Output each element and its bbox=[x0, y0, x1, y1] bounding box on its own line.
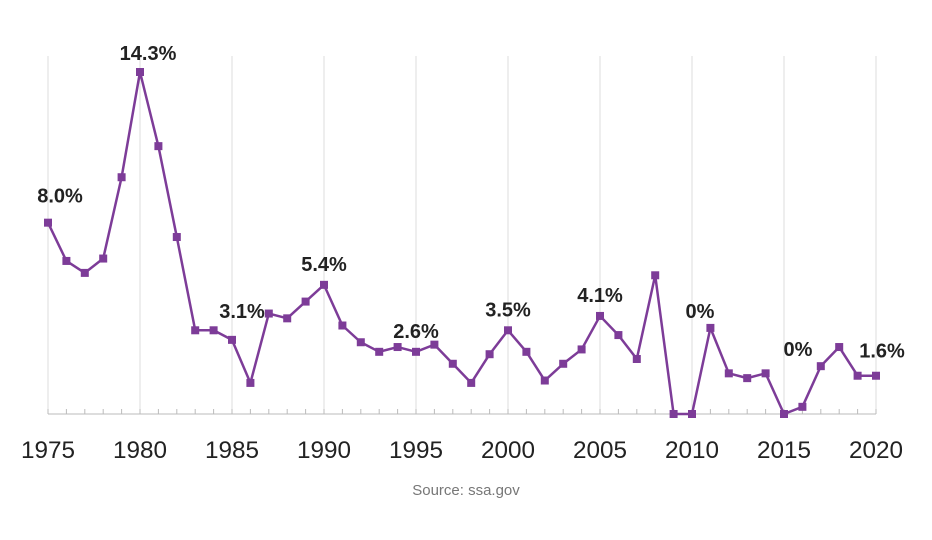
data-point-1999 bbox=[485, 350, 494, 359]
data-point-2013 bbox=[743, 374, 752, 383]
x-tick-label-2005: 2005 bbox=[573, 437, 627, 464]
point-label-2015: 0% bbox=[784, 339, 813, 361]
data-point-1985 bbox=[228, 335, 236, 344]
series-line-0 bbox=[46, 70, 876, 416]
data-point-1992 bbox=[356, 338, 365, 347]
x-tick-label-1990: 1990 bbox=[297, 437, 351, 464]
data-point-2018 bbox=[835, 343, 844, 352]
data-point-1989 bbox=[301, 297, 310, 306]
x-tick-label-1975: 1975 bbox=[21, 437, 75, 464]
x-tick-label-2000: 2000 bbox=[481, 437, 535, 464]
data-point-1975 bbox=[44, 218, 52, 227]
data-point-1986 bbox=[246, 378, 255, 387]
data-point-1984 bbox=[209, 326, 218, 335]
data-point-1980 bbox=[136, 68, 144, 76]
point-label-2020: 1.6% bbox=[859, 341, 905, 363]
x-tick-label-1980: 1980 bbox=[113, 437, 167, 464]
data-point-1995 bbox=[412, 347, 420, 356]
data-point-1978 bbox=[99, 254, 108, 263]
data-point-1979 bbox=[117, 173, 126, 182]
data-point-2001 bbox=[522, 347, 531, 356]
point-label-1995: 2.6% bbox=[393, 321, 439, 343]
data-point-1996 bbox=[430, 340, 439, 349]
data-point-2008 bbox=[651, 271, 660, 280]
point-label-1980: 14.3% bbox=[120, 43, 177, 65]
data-point-2017 bbox=[816, 362, 825, 371]
data-point-1997 bbox=[448, 359, 457, 368]
data-point-2012 bbox=[724, 369, 733, 378]
data-point-2016 bbox=[798, 402, 807, 411]
data-point-1990 bbox=[320, 280, 328, 289]
x-tick-label-2010: 2010 bbox=[665, 437, 719, 464]
data-point-1988 bbox=[283, 314, 292, 323]
point-label-2000: 3.5% bbox=[485, 299, 531, 321]
point-label-2010: 0% bbox=[686, 301, 715, 323]
source-note: Source: ssa.gov bbox=[412, 482, 520, 499]
data-point-2000 bbox=[504, 326, 512, 335]
x-tick-label-2015: 2015 bbox=[757, 437, 811, 464]
data-point-1976 bbox=[62, 256, 71, 265]
data-point-1983 bbox=[191, 326, 200, 335]
data-point-1982 bbox=[172, 233, 181, 242]
point-label-1985: 3.1% bbox=[219, 301, 265, 323]
data-point-2015 bbox=[780, 410, 788, 418]
data-point-1991 bbox=[338, 321, 347, 330]
data-point-2010 bbox=[688, 410, 696, 418]
data-point-2011 bbox=[706, 323, 715, 332]
data-point-2014 bbox=[761, 369, 770, 378]
point-label-1975: 8.0% bbox=[37, 186, 83, 208]
data-point-1977 bbox=[80, 268, 89, 277]
x-tick-label-2020: 2020 bbox=[849, 437, 903, 464]
data-point-2005 bbox=[596, 311, 604, 320]
data-point-2004 bbox=[577, 345, 586, 354]
x-tick-label-1995: 1995 bbox=[389, 437, 443, 464]
point-label-2005: 4.1% bbox=[577, 285, 623, 307]
data-point-2003 bbox=[559, 359, 568, 368]
point-label-1990: 5.4% bbox=[301, 254, 347, 276]
data-point-2019 bbox=[853, 371, 862, 380]
data-point-1993 bbox=[375, 347, 384, 356]
data-point-2006 bbox=[614, 331, 623, 340]
data-point-2002 bbox=[540, 376, 549, 385]
data-point-2020 bbox=[872, 371, 880, 380]
data-point-2007 bbox=[632, 354, 641, 363]
data-point-2009 bbox=[669, 410, 678, 418]
data-point-1981 bbox=[154, 142, 163, 151]
x-tick-label-1985: 1985 bbox=[205, 437, 259, 464]
data-point-1994 bbox=[393, 343, 402, 352]
data-point-1998 bbox=[467, 378, 476, 387]
data-point-1987 bbox=[264, 309, 273, 318]
